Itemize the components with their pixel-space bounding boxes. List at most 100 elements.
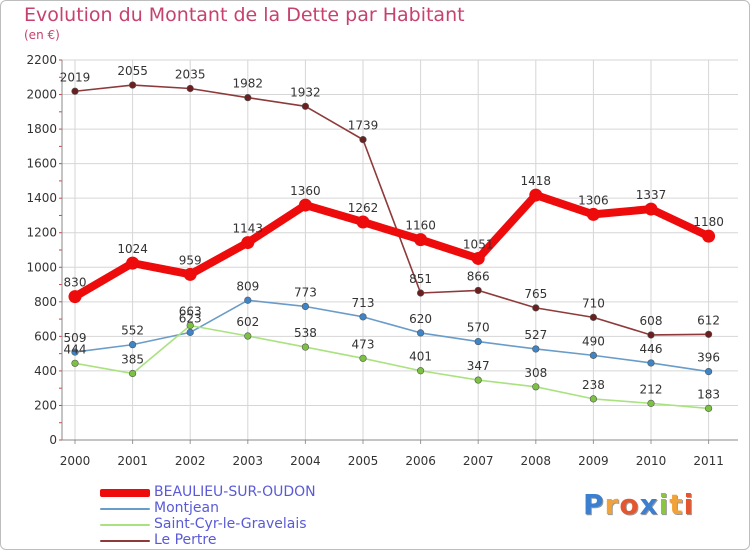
data-label: 446 — [640, 342, 663, 356]
chart-subtitle: (en €) — [24, 28, 60, 42]
data-label: 830 — [64, 276, 87, 290]
legend-label: Saint-Cyr-le-Gravelais — [154, 516, 307, 532]
data-label: 401 — [409, 350, 432, 364]
data-point — [71, 348, 79, 356]
data-point — [529, 188, 543, 202]
data-point — [301, 102, 310, 110]
x-tick-label: 2005 — [348, 454, 379, 468]
data-label: 866 — [467, 269, 490, 283]
y-tick-label: 2000 — [26, 88, 57, 102]
data-label: 1418 — [521, 174, 552, 188]
legend-swatch — [100, 489, 150, 497]
x-tick-label: 2006 — [405, 454, 436, 468]
x-tick-label: 2003 — [233, 454, 264, 468]
data-point — [68, 290, 82, 304]
data-point — [589, 351, 598, 359]
data-label: 1306 — [578, 193, 609, 207]
y-tick-label: 600 — [34, 329, 57, 343]
series-line — [74, 84, 710, 336]
data-point — [647, 399, 655, 407]
x-tick-label: 2002 — [175, 454, 206, 468]
data-point — [359, 313, 367, 321]
grid — [62, 59, 738, 441]
data-label: 1160 — [405, 219, 436, 233]
data-point — [129, 369, 137, 378]
plot-area — [62, 60, 738, 440]
legend-swatch — [100, 524, 150, 526]
data-point — [356, 215, 370, 229]
data-point — [532, 345, 540, 353]
data-label: 444 — [64, 342, 87, 356]
data-point — [244, 332, 252, 340]
data-label: 1982 — [233, 77, 264, 91]
y-tick-label: 800 — [34, 295, 57, 309]
data-label: 765 — [524, 287, 547, 301]
data-label: 959 — [179, 253, 202, 267]
data-point — [186, 84, 194, 93]
data-label: 527 — [524, 328, 547, 342]
data-point — [704, 330, 713, 338]
data-point — [301, 302, 310, 311]
data-label: 663 — [179, 304, 202, 318]
x-tick-label: 2001 — [117, 454, 148, 468]
data-point — [417, 367, 425, 375]
data-point — [129, 341, 137, 349]
x-axis: 2000 2001 2002 2003 2004 2005 2006 2007 2008 2009… — [60, 439, 738, 468]
data-point — [644, 202, 658, 216]
data-point — [474, 376, 482, 384]
legend-swatch — [100, 508, 150, 510]
legend: BEAULIEU-SUR-OUDON Montjean Saint-Cyr-le-G… — [100, 484, 400, 548]
data-point — [186, 321, 194, 330]
data-point — [359, 136, 367, 144]
data-point — [589, 313, 598, 321]
data-label: 1739 — [348, 119, 379, 133]
data-point — [474, 286, 482, 295]
data-point — [71, 87, 79, 95]
series-group — [68, 81, 716, 412]
data-label: 851 — [409, 272, 432, 286]
data-label: 2019 — [60, 70, 91, 84]
logo-letter: t — [669, 488, 684, 521]
data-label: 2055 — [117, 64, 148, 78]
chart-title: Evolution du Montant de la Dette par Hab… — [24, 4, 465, 26]
logo-letter: P — [583, 488, 605, 521]
x-tick-label: 2007 — [463, 454, 494, 468]
data-point — [417, 329, 425, 337]
data-point — [414, 233, 428, 247]
data-label: 713 — [352, 296, 375, 310]
data-point — [647, 359, 655, 367]
data-label: 2035 — [175, 68, 206, 82]
data-point — [244, 94, 252, 102]
data-label: 396 — [697, 351, 720, 365]
legend-item: Montjean — [100, 500, 400, 516]
data-point — [241, 236, 255, 250]
y-tick-label: 1800 — [26, 122, 57, 136]
data-label: 385 — [121, 353, 144, 367]
data-label: 602 — [236, 315, 259, 329]
data-point — [244, 296, 252, 304]
data-label: 809 — [236, 279, 259, 293]
data-point — [417, 289, 425, 297]
proxiti-logo: Proxiti — [583, 488, 694, 521]
data-label: 773 — [294, 285, 317, 299]
data-label: 238 — [582, 378, 605, 392]
data-point — [71, 359, 79, 367]
data-point — [532, 304, 540, 312]
y-tick-label: 2200 — [26, 53, 57, 67]
data-labels: 830 1024 959 1143 1360 1262 1160 1051 1418 1306 13… — [60, 64, 724, 401]
x-tick-label: 2000 — [60, 454, 91, 468]
data-label: 1360 — [290, 184, 321, 198]
data-label: 1051 — [463, 237, 494, 251]
x-tick-label: 2004 — [290, 454, 321, 468]
data-point — [647, 331, 655, 339]
legend-swatch — [100, 540, 150, 542]
data-label: 1024 — [117, 242, 148, 256]
data-point — [126, 256, 140, 270]
legend-label: Montjean — [154, 500, 219, 516]
data-point — [704, 368, 713, 376]
data-label: 183 — [697, 387, 720, 401]
data-point — [702, 229, 716, 243]
data-point — [183, 267, 197, 281]
data-label: 1932 — [290, 85, 321, 99]
